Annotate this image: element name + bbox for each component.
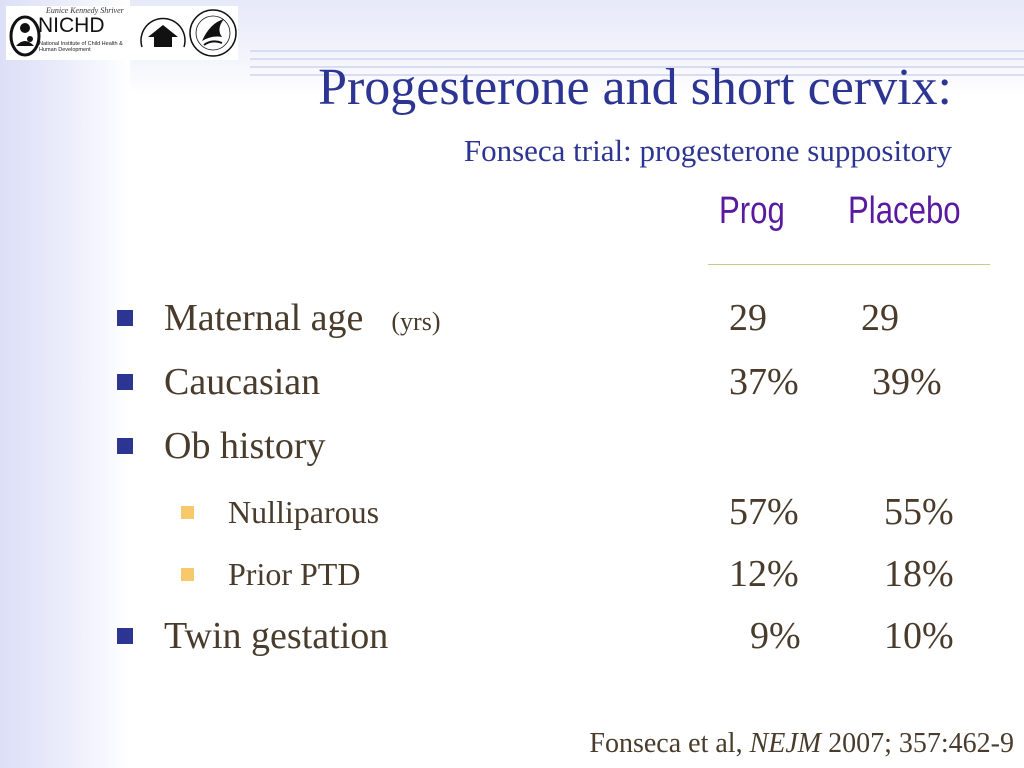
logo-script-text: Eunice Kennedy Shriver — [46, 6, 124, 15]
row-label: Ob history — [164, 425, 326, 467]
logo-nichd-text: NICHD — [38, 14, 105, 37]
placebo-value: 39% — [872, 361, 942, 403]
header-stripe — [250, 58, 1024, 60]
column-header-placebo: Placebo — [848, 190, 961, 232]
header-stripe — [250, 74, 1024, 76]
slide-subtitle: Fonseca trial: progesterone suppository — [463, 133, 952, 168]
row-label: Twin gestation — [164, 615, 389, 657]
placebo-value: 55% — [884, 491, 954, 533]
header-stripe — [250, 50, 1024, 52]
prog-value: 57% — [729, 491, 799, 533]
table-row: Caucasian 37% 39% — [0, 360, 1024, 406]
bullet-square-small-icon — [181, 568, 194, 581]
row-label-text: Maternal age — [164, 297, 364, 339]
citation: Fonseca et al, NEJM 2007; 357:462-9 — [589, 728, 1014, 760]
prog-value: 12% — [729, 553, 799, 595]
table-row: Prior PTD 12% 18% — [0, 552, 1024, 598]
table-row: Maternal age (yrs) 29 29 — [0, 296, 1024, 342]
row-unit: (yrs) — [391, 307, 441, 336]
slide-title: Progesterone and short cervix: — [318, 59, 952, 116]
placebo-value: 18% — [884, 553, 954, 595]
bullet-square-icon — [117, 628, 133, 644]
table-row: Twin gestation 9% 10% — [0, 614, 1024, 660]
table-row: Nulliparous 57% 55% — [0, 490, 1024, 536]
nih-seal-icon — [140, 17, 186, 48]
citation-authors: Fonseca et al, — [589, 728, 750, 759]
row-label: Prior PTD — [228, 556, 361, 592]
citation-journal: NEJM — [749, 728, 822, 759]
nichd-logo: Eunice Kennedy Shriver NICHD National In… — [6, 6, 238, 60]
hhs-seal-icon — [189, 9, 237, 57]
bullet-square-small-icon — [181, 506, 194, 519]
row-label: Caucasian — [164, 361, 321, 403]
bullet-square-icon — [117, 310, 133, 326]
row-label: Nulliparous — [228, 494, 380, 530]
column-header-prog: Prog — [719, 190, 785, 232]
bullet-square-icon — [117, 374, 133, 390]
left-gradient — [0, 0, 130, 768]
logo-nichd-subtitle: National Institute of Child Health & Hum… — [39, 41, 123, 53]
row-label: Maternal age (yrs) — [164, 296, 440, 340]
citation-details: 2007; 357:462-9 — [821, 728, 1014, 759]
placebo-value: 29 — [861, 297, 899, 339]
prog-value: 37% — [729, 361, 799, 403]
placebo-value: 10% — [884, 615, 954, 657]
prog-value: 9% — [750, 615, 801, 657]
nichd-emblem-icon — [9, 15, 41, 57]
prog-value: 29 — [729, 297, 767, 339]
header-stripe — [250, 66, 1024, 68]
header-rule — [708, 264, 990, 265]
bullet-square-icon — [117, 438, 133, 454]
table-row: Ob history — [0, 424, 1024, 470]
